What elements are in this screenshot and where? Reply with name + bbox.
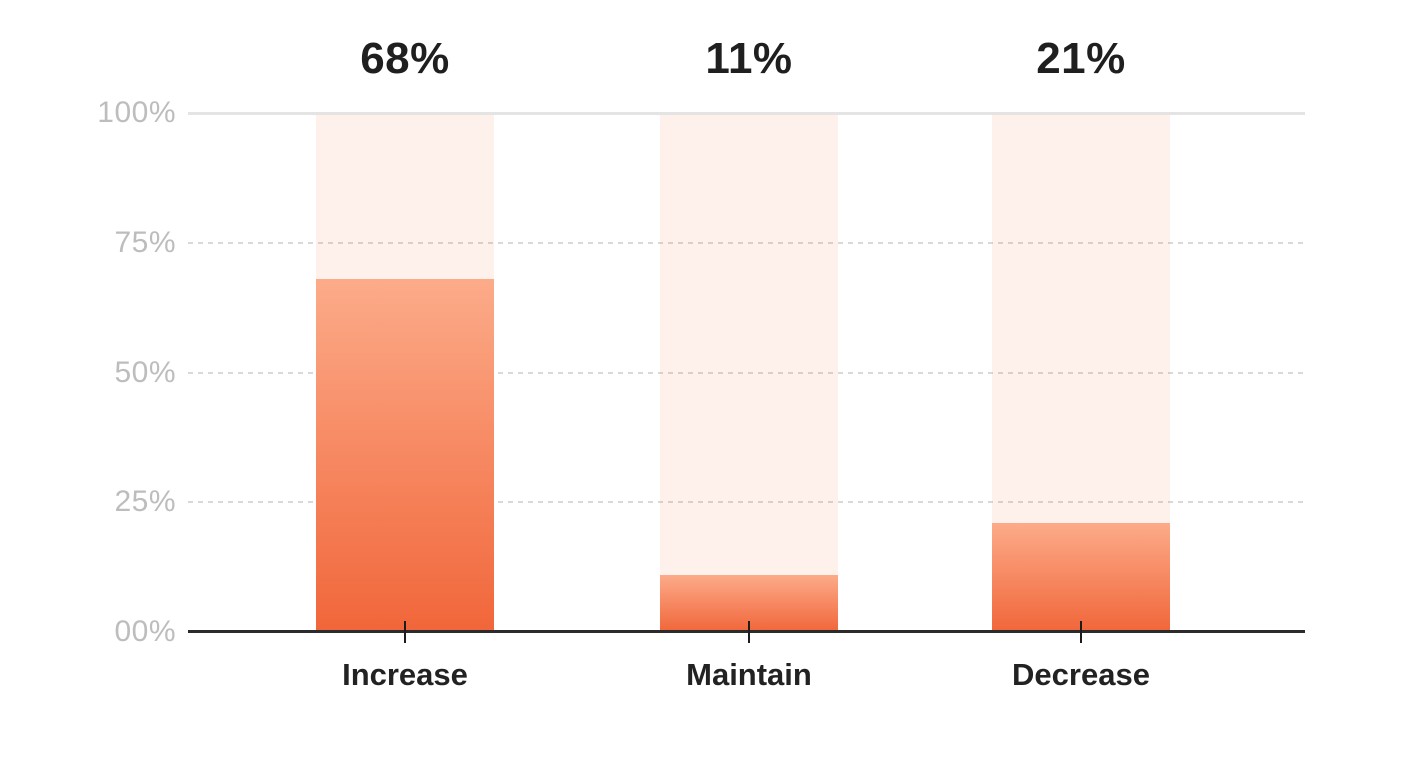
x-axis-tick-decrease — [1080, 621, 1082, 643]
x-axis-tick-maintain — [748, 621, 750, 643]
bar-group-decrease: 21% Decrease — [992, 37, 1170, 692]
y-axis-label-25: 25% — [114, 485, 176, 519]
bar-group-increase: 68% Increase — [316, 37, 494, 692]
value-label-increase: 68% — [360, 34, 450, 83]
bar-fill-increase — [316, 279, 494, 632]
gridline-25 — [188, 501, 1305, 504]
gridline-75 — [188, 241, 1305, 244]
gridline-100 — [188, 112, 1305, 115]
gridline-50 — [188, 371, 1305, 374]
plot-area: 100% 75% 50% 25% 00% 68% Increase 11% Ma… — [97, 37, 1305, 692]
y-axis-label-0: 00% — [114, 615, 176, 648]
y-axis-label-100: 100% — [97, 96, 176, 129]
value-label-maintain: 11% — [705, 34, 793, 83]
category-label-maintain: Maintain — [686, 657, 812, 692]
y-axis-label-50: 50% — [114, 355, 176, 389]
bar-fill-decrease — [992, 523, 1170, 632]
value-label-decrease: 21% — [1036, 34, 1126, 83]
x-axis-line — [188, 630, 1305, 633]
y-axis-label-75: 75% — [114, 225, 176, 259]
bar-track-maintain — [660, 113, 838, 632]
bar-group-maintain: 11% Maintain — [660, 37, 838, 692]
x-axis-tick-increase — [404, 621, 406, 643]
category-label-decrease: Decrease — [1012, 657, 1150, 692]
category-label-increase: Increase — [342, 657, 468, 692]
